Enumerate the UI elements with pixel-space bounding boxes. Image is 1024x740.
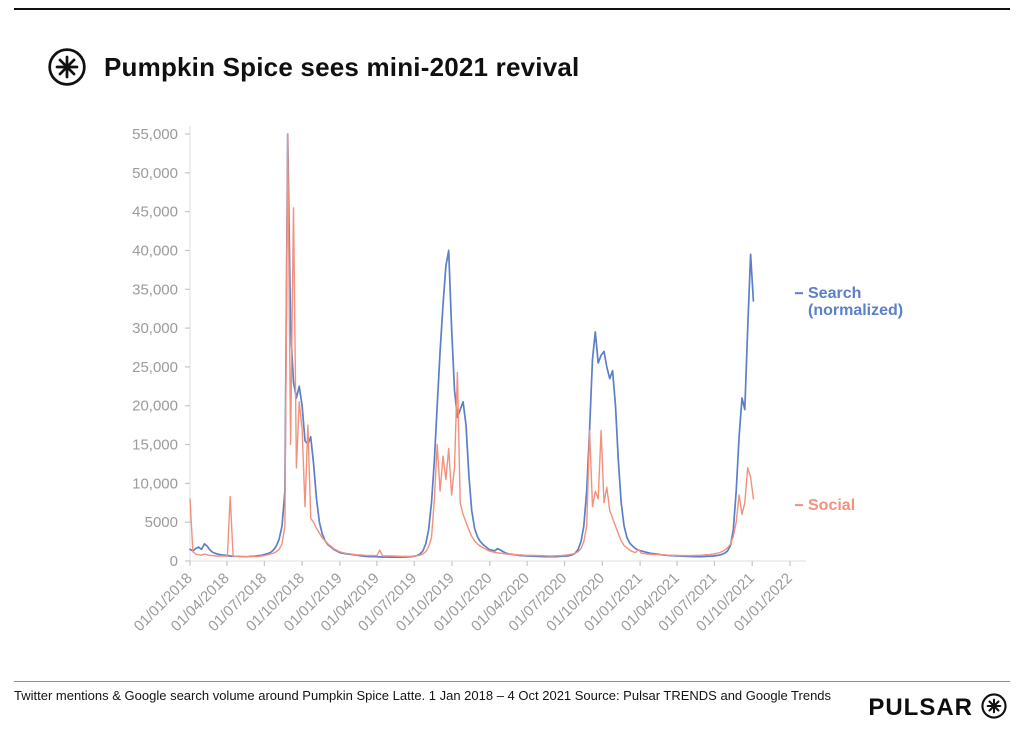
svg-text:55,000: 55,000 xyxy=(132,126,178,143)
svg-text:10,000: 10,000 xyxy=(132,475,178,492)
series-label: (normalized) xyxy=(808,302,903,319)
brand: PULSAR xyxy=(868,692,1008,720)
pulsar-logo-icon xyxy=(46,46,88,88)
series-label: Search xyxy=(808,285,861,302)
page-title: Pumpkin Spice sees mini-2021 revival xyxy=(104,51,580,82)
series-label: Social xyxy=(808,497,855,514)
svg-text:50,000: 50,000 xyxy=(132,165,178,182)
svg-text:30,000: 30,000 xyxy=(132,320,178,337)
svg-text:0: 0 xyxy=(170,553,178,570)
trend-chart-svg: 0 5000 10,000 15,000 20,000 25,000 30,000 35,00… xyxy=(131,126,903,635)
svg-text:25,000: 25,000 xyxy=(132,359,178,376)
svg-text:45,000: 45,000 xyxy=(132,204,178,221)
pulsar-asterisk-icon xyxy=(980,692,1008,720)
brand-wordmark: PULSAR xyxy=(868,694,973,721)
top-divider xyxy=(14,8,1010,10)
footer-divider xyxy=(14,681,1010,682)
svg-text:40,000: 40,000 xyxy=(132,242,178,259)
trend-chart: 0 5000 10,000 15,000 20,000 25,000 30,000 35,00… xyxy=(0,116,1024,668)
search-line xyxy=(189,133,755,558)
chart-caption: Twitter mentions & Google search volume … xyxy=(14,688,832,703)
header: Pumpkin Spice sees mini-2021 revival xyxy=(46,46,579,88)
svg-text:35,000: 35,000 xyxy=(132,281,178,298)
social-line xyxy=(189,133,755,558)
svg-text:15,000: 15,000 xyxy=(132,437,178,454)
svg-text:20,000: 20,000 xyxy=(132,398,178,415)
svg-text:5000: 5000 xyxy=(145,514,178,531)
